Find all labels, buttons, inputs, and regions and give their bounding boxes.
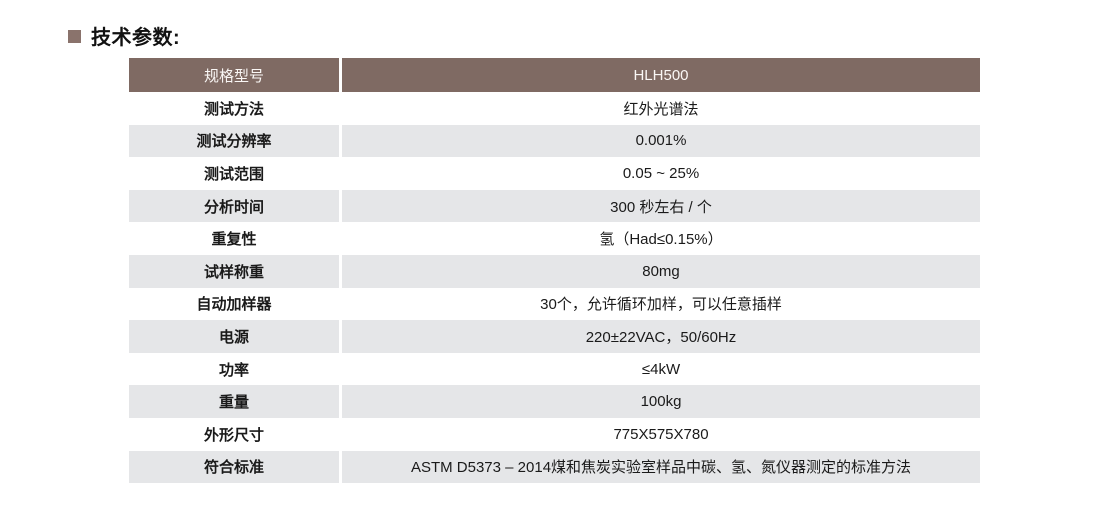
spec-value: 0.05 ~ 25% (622, 164, 700, 182)
spec-value: ≤4kW (641, 360, 681, 378)
spec-value: 220±22VAC，50/60Hz (342, 320, 980, 353)
spec-label: 分析时间 (129, 189, 339, 223)
table-row: 测试范围 0.05 ~ 25% (129, 157, 980, 190)
table-row: 自动加样器 30个，允许循环加样，可以任意插样 (129, 287, 980, 321)
title-bullet-icon (68, 30, 81, 43)
table-row: 测试分辨率 0.001% (129, 124, 980, 158)
spec-label: 符合标准 (129, 450, 339, 484)
spec-label: 重复性 (211, 231, 257, 249)
spec-label: 测试分辨率 (129, 124, 339, 158)
spec-label: 功率 (218, 361, 249, 379)
table-header-model-value: HLH500 (342, 58, 980, 92)
table-row: 重复性 氢（Had≤0.15%） (129, 222, 980, 255)
spec-value: 80mg (342, 254, 980, 288)
table-row: 功率 ≤4kW (129, 352, 980, 386)
spec-value: 0.001% (342, 124, 980, 158)
table-row: 分析时间 300 秒左右 / 个 (129, 189, 980, 223)
spec-value: 300 秒左右 / 个 (342, 189, 980, 223)
spec-value: 氢（Had≤0.15%） (599, 231, 723, 249)
table-row: 重量 100kg (129, 385, 980, 418)
section-title: 技术参数: (68, 21, 180, 50)
spec-label: 电源 (129, 320, 339, 353)
table-row: 外形尺寸 775X575X780 (129, 417, 980, 451)
spec-value: 775X575X780 (613, 425, 709, 443)
spec-value: 红外光谱法 (623, 100, 699, 118)
spec-label: 试样称重 (129, 254, 339, 288)
spec-value: 30个，允许循环加样，可以任意插样 (540, 296, 782, 314)
table-row: 符合标准 ASTM D5373 – 2014煤和焦炭实验室样品中碳、氢、氮仪器测定… (129, 450, 980, 484)
table-row: 电源 220±22VAC，50/60Hz (129, 320, 980, 353)
spec-label: 测试方法 (203, 100, 264, 118)
spec-table: 规格型号 HLH500 测试方法 红外光谱法测试分辨率 0.001% 测试范围 0.05… (129, 58, 980, 484)
spec-label: 外形尺寸 (203, 426, 264, 444)
spec-value: ASTM D5373 – 2014煤和焦炭实验室样品中碳、氢、氮仪器测定的标准方… (342, 450, 980, 484)
spec-label: 自动加样器 (196, 296, 272, 314)
table-row: 试样称重 80mg (129, 254, 980, 288)
spec-label: 测试范围 (203, 165, 264, 183)
spec-value: 100kg (342, 385, 980, 418)
table-header-model-label: 规格型号 (129, 58, 339, 92)
table-row: 测试方法 红外光谱法 (129, 92, 980, 125)
table-header-row: 规格型号 HLH500 (129, 58, 980, 92)
table-body: 测试方法 红外光谱法 测试分辨率 0.001% 测试范围 0.05 ~ 25% 分析时间 30… (129, 92, 980, 484)
page-title: 技术参数: (91, 27, 181, 49)
spec-label: 重量 (129, 385, 339, 418)
